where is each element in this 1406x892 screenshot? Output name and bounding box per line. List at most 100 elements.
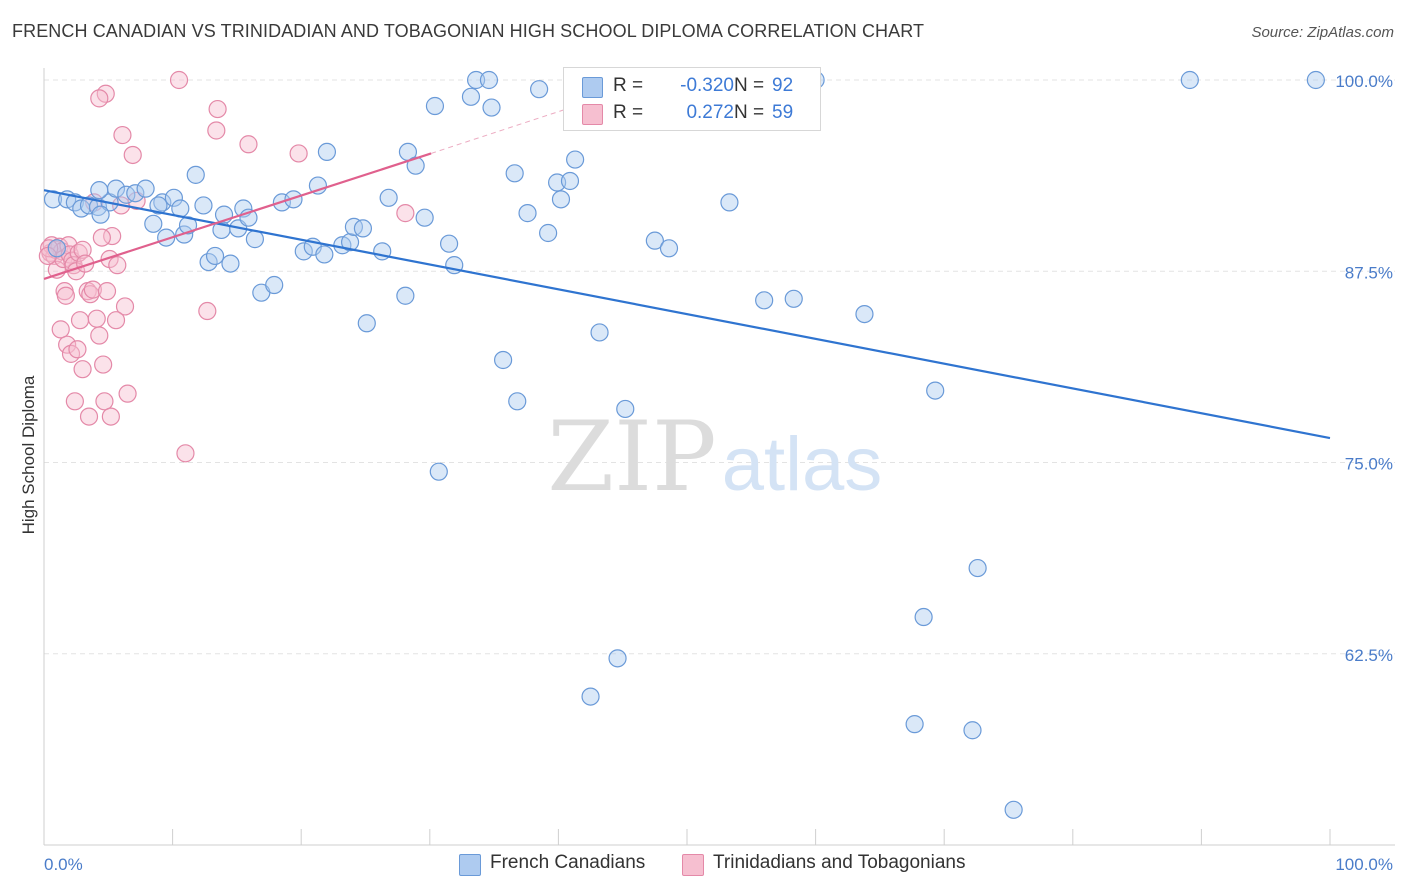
legend-n-value: 59 [772,102,794,123]
data-point-french-canadian [194,196,213,215]
data-point-french-canadian [425,96,445,116]
data-point-trinidadian [51,320,70,339]
data-point-french-canadian [357,314,376,333]
data-point-trinidadian [113,125,132,145]
data-point-french-canadian [265,275,284,295]
data-point-french-canadian [144,214,163,233]
data-point-french-canadian [608,649,627,668]
legend-row-french-canadians: R = -0.320 N = 92 [582,75,793,99]
data-point-trinidadian [95,392,114,411]
data-point-trinidadian [169,70,189,90]
data-point-french-canadian [396,286,415,305]
legend-r-label: R = [613,102,644,123]
data-point-french-canadian [47,239,66,258]
chart-title: FRENCH CANADIAN VS TRINIDADIAN AND TOBAG… [12,21,925,41]
data-point-french-canadian [539,223,558,243]
watermark-atlas: atlas [722,422,883,507]
data-point-french-canadian [91,205,110,224]
series-french-canadian-points [43,70,1325,819]
data-point-trinidadian [108,256,127,275]
data-point-trinidadian [96,84,115,103]
data-point-french-canadian [784,289,803,308]
data-point-french-canadian [616,399,635,419]
data-point-french-canadian [117,185,136,204]
data-point-trinidadian [90,89,109,108]
data-point-trinidadian [127,191,146,210]
data-point-french-canadian [353,219,373,238]
data-point-french-canadian [221,254,240,273]
data-point-trinidadian [101,407,120,426]
data-point-french-canadian [136,179,155,198]
data-point-french-canadian [968,558,987,578]
data-point-french-canadian [494,350,513,370]
tick-labels: 62.5% 75.0% 87.5% 100.0% 0.0% 100.0% [44,72,1393,874]
data-point-french-canadian [340,233,360,252]
data-point-french-canadian [1004,800,1023,819]
data-point-french-canadian [905,715,924,734]
data-point-french-canadian [164,188,183,207]
data-point-trinidadian [239,135,258,154]
trend-line-trinidadians [43,152,432,280]
legend-label: Trinidadians and Tobagonians [713,852,966,873]
data-point-trinidadian [115,297,135,316]
data-point-trinidadian [70,311,90,330]
data-point-trinidadian [59,236,78,255]
data-point-french-canadian [315,245,334,264]
data-point-french-canadian [581,687,600,706]
legend-r-value: 0.272 [686,102,734,123]
data-point-trinidadian [123,145,142,165]
data-point-french-canadian [659,239,679,258]
data-point-french-canadian [518,204,537,223]
data-point-trinidadian [97,282,117,301]
data-point-trinidadian [198,301,217,321]
data-point-trinidadian [68,340,87,359]
data-point-trinidadian [87,309,106,328]
x-tick-label: 100.0% [1335,855,1393,874]
data-point-trinidadian [56,286,75,305]
data-point-french-canadian [479,70,499,90]
data-point-french-canadian [149,196,168,215]
data-point-french-canadian [530,80,549,99]
legend-r-value: -0.320 [680,75,734,96]
data-point-trinidadian [118,384,137,403]
data-point-french-canadian [508,392,527,411]
legend-row-trinidadians: R = 0.272 N = 59 [582,102,793,126]
data-point-french-canadian [590,323,609,342]
grid-lines [44,79,1395,655]
data-point-french-canadian [106,179,126,198]
legend-r-label: R = [613,75,644,96]
data-point-french-canadian [284,190,303,209]
data-point-french-canadian [566,150,585,169]
trend-line-french-canadians [43,189,1331,440]
legend-swatch-pink [682,854,704,876]
data-point-french-canadian [406,156,425,175]
data-point-trinidadian [289,144,308,163]
data-point-french-canadian [551,190,571,209]
data-point-trinidadian [58,335,77,354]
legend-swatch-pink [582,104,603,125]
data-point-trinidadian [92,228,111,247]
series-legend: French Canadians Trinidadians and Tobago… [0,852,1406,878]
data-point-trinidadian [106,311,126,330]
data-point-trinidadian [83,280,102,299]
data-point-french-canadian [914,607,933,627]
y-tick-label: 75.0% [1345,455,1393,474]
data-point-french-canadian [926,381,945,400]
data-point-french-canadian [126,184,145,203]
data-point-french-canadian [344,217,364,236]
correlation-legend: R = -0.320 N = 92 R = 0.272 N = 59 [563,67,821,131]
data-point-trinidadian [396,204,415,223]
data-point-trinidadian [54,249,73,269]
x-tick-label: 0.0% [44,855,83,874]
source-label: Source: ZipAtlas.com [1251,24,1394,41]
y-axis-label: High School Diploma [19,375,38,534]
data-point-french-canadian [755,291,774,310]
data-point-trinidadian [90,326,109,345]
data-point-french-canadian [645,231,664,250]
data-point-french-canadian [720,193,739,212]
data-point-french-canadian [963,721,982,740]
y-tick-label: 100.0% [1335,72,1393,91]
data-point-french-canadian [317,142,337,162]
legend-n-label: N = [734,75,765,96]
